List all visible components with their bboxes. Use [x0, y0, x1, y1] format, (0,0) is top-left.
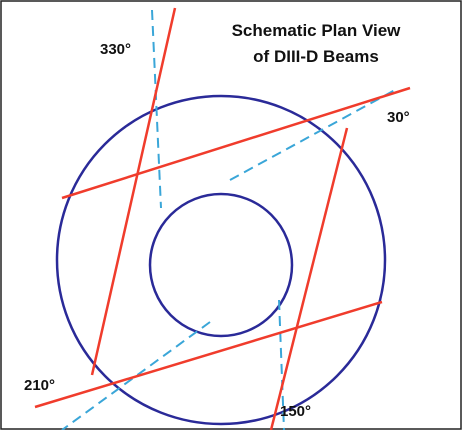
beam-line: [61, 86, 411, 200]
outer-vessel: [55, 94, 387, 426]
beam-line: [90, 7, 177, 376]
beam-path: [61, 321, 211, 430]
beam-line: [269, 127, 349, 430]
beam-path: [151, 9, 162, 209]
beam-label: 210°: [24, 377, 55, 394]
beam-path: [278, 299, 285, 430]
beam-label: 330°: [100, 41, 131, 58]
beam-label: 150°: [280, 403, 311, 420]
beam-line: [34, 300, 383, 409]
title-line: Schematic Plan View: [232, 21, 402, 40]
title-line: of DIII-D Beams: [253, 47, 379, 66]
inner-column: [148, 192, 294, 338]
beam-label: 30°: [387, 109, 410, 126]
